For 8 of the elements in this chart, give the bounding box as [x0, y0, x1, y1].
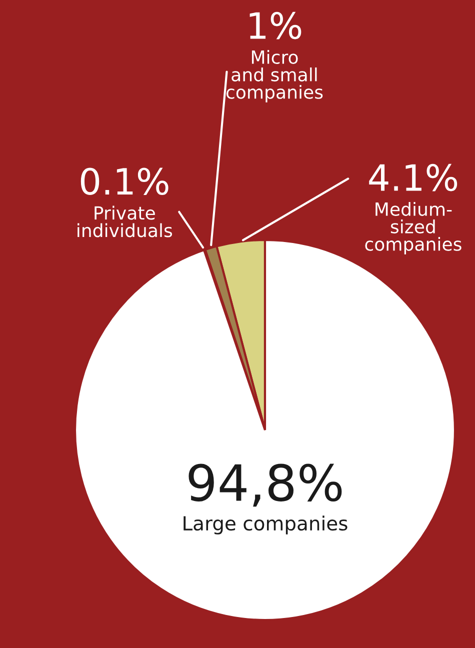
slice-label: Private individuals	[78, 206, 172, 238]
data-label: 94,8%	[188, 464, 342, 507]
data-label: 1%	[250, 12, 302, 40]
slice-label: Micro and small companies	[226, 50, 323, 102]
data-label: 4.1%	[369, 164, 458, 192]
data-label: 0.1%	[80, 168, 168, 196]
slice-label: Medium-sized companies	[365, 202, 462, 254]
slice-label: Large companies	[184, 516, 348, 534]
